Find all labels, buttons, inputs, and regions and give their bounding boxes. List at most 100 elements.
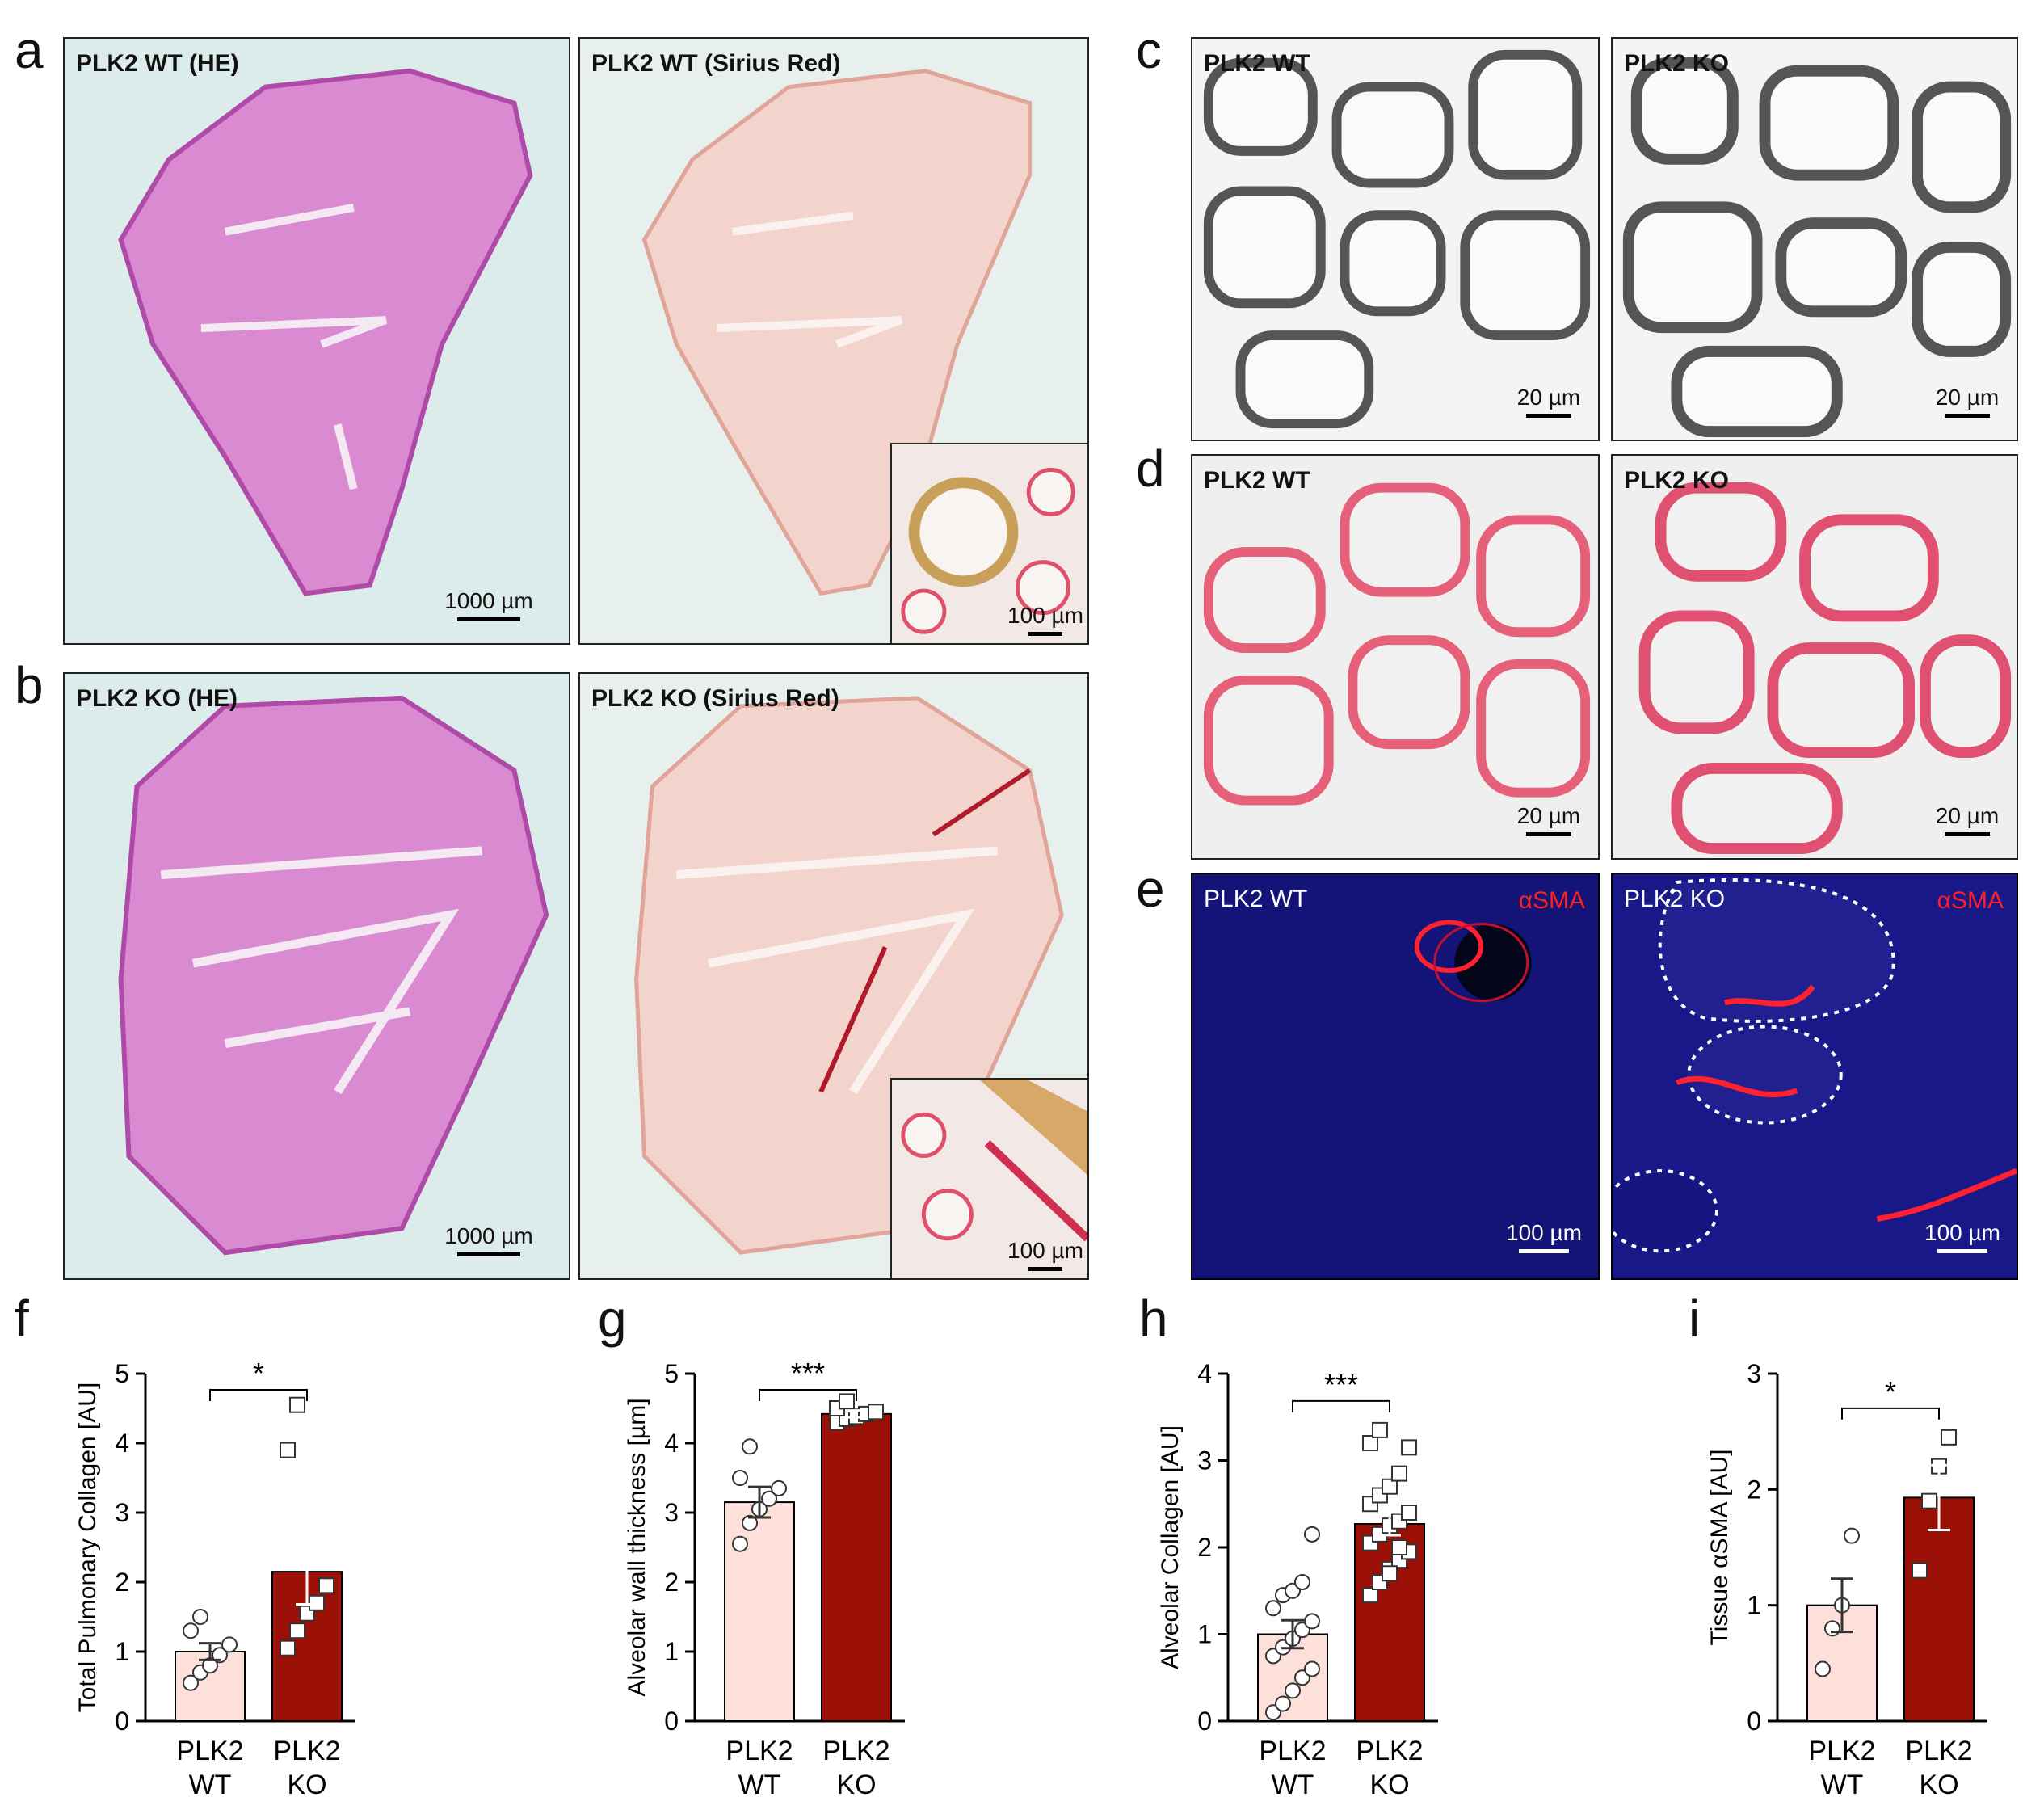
panel-e-ko-stain: αSMA [1937, 887, 2004, 914]
data-point-ko [280, 1442, 296, 1458]
data-point-wt [1265, 1600, 1281, 1617]
y-tick-label: 2 [664, 1568, 679, 1597]
data-point-ko [1912, 1562, 1928, 1579]
data-point-wt [221, 1636, 238, 1653]
panel-b-scale-bar: 1000 µm [436, 1223, 541, 1256]
y-tick-label: 1 [115, 1637, 129, 1666]
scale-label: 20 µm [1516, 803, 1581, 828]
panel-e-wt-stain: αSMA [1518, 887, 1585, 914]
panel-e-label: e [1136, 860, 1165, 918]
scale-label: 1000 µm [444, 588, 533, 613]
significance-bracket [759, 1389, 857, 1401]
data-point-ko [839, 1393, 855, 1410]
lung-sirius-wt-drawing [641, 69, 1032, 596]
data-point-wt [1304, 1660, 1320, 1677]
panel-b-sirius-image: PLK2 KO (Sirius Red) 100 µm [578, 672, 1089, 1280]
panel-b-label: b [15, 656, 44, 714]
scale-label: 100 µm [1007, 1238, 1083, 1263]
y-tick-label: 0 [1747, 1707, 1761, 1736]
panel-d-ko-scale: 20 µm [1923, 803, 2012, 836]
significance-label: *** [1324, 1368, 1358, 1401]
category-label: KO [1369, 1770, 1409, 1800]
panel-b-he-image: PLK2 KO (HE) 1000 µm [63, 672, 570, 1280]
data-point-wt [183, 1622, 199, 1639]
panel-b-sirius-title: PLK2 KO (Sirius Red) [591, 685, 839, 712]
fluorescence-wt-drawing [1192, 874, 1598, 1278]
y-axis-label: Total Pulmonary Collagen [AU] [74, 1383, 101, 1713]
significance-label: * [253, 1357, 264, 1390]
panel-e-wt-title: PLK2 WT [1204, 886, 1308, 912]
panel-e-ko-image: PLK2 KO αSMA 100 µm [1611, 873, 2018, 1280]
scale-label: 1000 µm [444, 1223, 533, 1248]
panel-f-label: f [15, 1290, 29, 1348]
category-label: PLK2 [176, 1736, 243, 1766]
y-tick-label: 0 [1197, 1707, 1212, 1736]
scale-bar-line [1945, 414, 1990, 418]
panel-a-he-image: PLK2 WT (HE) 1000 µm [63, 37, 570, 645]
data-point-wt [1844, 1527, 1860, 1544]
scale-bar-line [1526, 414, 1571, 418]
scale-label: 100 µm [1506, 1220, 1582, 1245]
scale-label: 20 µm [1935, 385, 2000, 410]
panel-b-inset: 100 µm [890, 1078, 1087, 1278]
panel-c-ko-scale: 20 µm [1923, 385, 2012, 418]
data-point-ko [1372, 1421, 1388, 1438]
significance-label: * [1885, 1375, 1896, 1408]
fluorescence-ko-drawing [1613, 874, 2017, 1278]
data-point-wt [1304, 1613, 1320, 1630]
scale-bar-line [1519, 1249, 1569, 1253]
data-point-wt [1294, 1574, 1310, 1590]
inset-tissue-drawing [901, 1080, 1087, 1242]
alveoli-sirius-wt-drawing [1203, 482, 1591, 806]
data-point-ko [1921, 1492, 1937, 1509]
data-point-ko [1382, 1565, 1398, 1582]
panel-i-label: i [1689, 1290, 1701, 1348]
category-label: PLK2 [1905, 1736, 1972, 1766]
significance-bracket [1292, 1399, 1390, 1412]
y-tick-label: 2 [1197, 1533, 1212, 1562]
data-point-ko [289, 1622, 305, 1639]
chart-svg: 0 1 2 3 4 5 Alveolar wall thickness [µm] PLK2 WT… [624, 1357, 905, 1800]
panel-b-inset-scale: 100 µm [1003, 1238, 1087, 1271]
data-point-wt [1304, 1526, 1320, 1543]
scale-label: 20 µm [1935, 803, 2000, 828]
y-axis-label: Alveolar wall thickness [µm] [624, 1398, 650, 1696]
scale-bar-line [457, 617, 520, 621]
y-tick-label: 3 [1747, 1359, 1761, 1388]
category-label: WT [1272, 1770, 1314, 1800]
scale-bar-line [1937, 1249, 1987, 1253]
panel-g-label: g [598, 1290, 627, 1348]
panel-h-label: h [1139, 1290, 1168, 1348]
panel-a-sirius-title: PLK2 WT (Sirius Red) [591, 50, 841, 77]
y-axis-label: Alveolar Collagen [AU] [1157, 1425, 1184, 1669]
panel-c-wt-image: PLK2 WT 20 µm [1191, 37, 1600, 441]
chart-svg: 0 1 2 3 Tissue αSMA [AU] PLK2 WT PLK2 KO * [1706, 1359, 1987, 1800]
category-label: KO [1919, 1770, 1958, 1800]
panel-d-ko-title: PLK2 KO [1624, 467, 1730, 494]
panel-e-wt-image: PLK2 WT αSMA 100 µm [1191, 873, 1600, 1280]
data-point-ko [318, 1577, 334, 1594]
data-point-wt [761, 1490, 777, 1507]
panel-d-wt-scale: 20 µm [1504, 803, 1593, 836]
data-point-wt [1824, 1620, 1840, 1637]
chart-svg: 0 1 2 3 4 Alveolar Collagen [AU] PLK2 WT PLK2 KO *… [1157, 1359, 1438, 1800]
data-point-ko [280, 1639, 296, 1656]
lung-he-ko-drawing [118, 695, 549, 1256]
panel-a-sirius-image: PLK2 WT (Sirius Red) 100 µm [578, 37, 1089, 645]
data-point-wt [1275, 1695, 1291, 1712]
category-label: PLK2 [822, 1736, 890, 1766]
chart-svg: 0 1 2 3 4 5 Total Pulmonary Collagen [AU] PLK2 W… [74, 1357, 355, 1800]
inset-tissue-drawing [901, 468, 1075, 634]
panel-e-ko-scale: 100 µm [1912, 1220, 2013, 1253]
panel-d-wt-title: PLK2 WT [1204, 467, 1310, 494]
panel-e-wt-scale: 100 µm [1493, 1220, 1595, 1253]
scale-label: 20 µm [1516, 385, 1581, 410]
panel-d-ko-image: PLK2 KO 20 µm [1611, 454, 2018, 860]
data-point-wt [742, 1438, 758, 1455]
y-tick-label: 3 [1197, 1446, 1212, 1475]
chart-alveolar-collagen: 0 1 2 3 4 Alveolar Collagen [AU] PLK2 WT PLK2 KO *… [1131, 1357, 1551, 1810]
scale-label: 100 µm [1007, 603, 1083, 628]
data-point-ko [1362, 1435, 1378, 1451]
alveoli-gray-ko-drawing [1622, 57, 2012, 438]
category-label: WT [1821, 1770, 1864, 1800]
